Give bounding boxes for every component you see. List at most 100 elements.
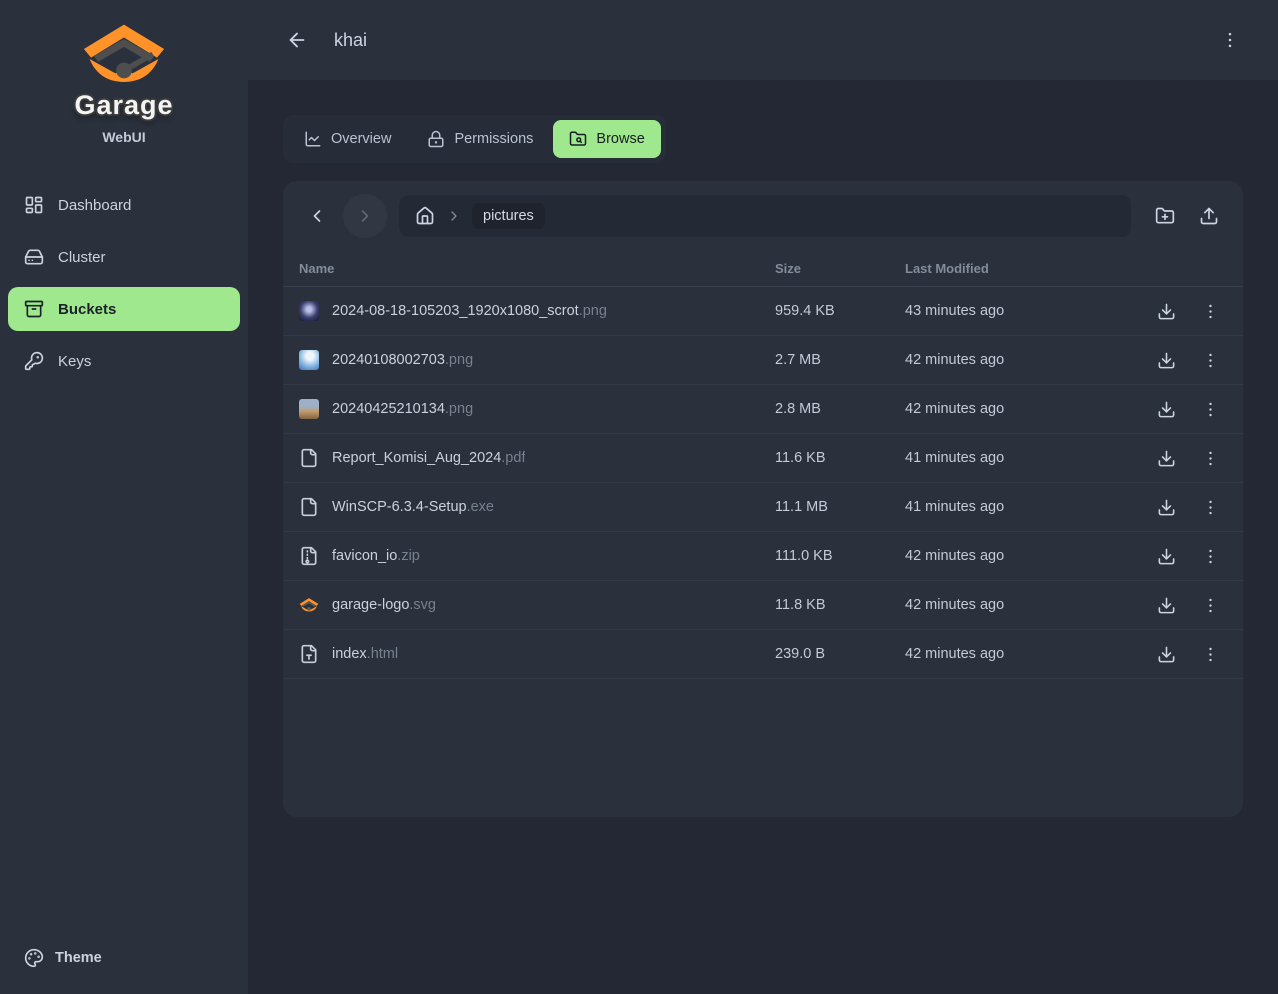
table-row: garage-logo.svg 11.8 KB 42 minutes ago <box>283 581 1243 630</box>
file-link[interactable]: 2024-08-18-105203_1920x1080_scrot.png <box>332 303 607 319</box>
file-name-cell: favicon_io.zip <box>299 546 775 566</box>
row-menu-button[interactable] <box>1193 539 1227 573</box>
theme-label: Theme <box>55 950 102 966</box>
sidebar-item-cluster[interactable]: Cluster <box>8 235 240 279</box>
cluster-icon <box>24 247 44 267</box>
breadcrumb-separator-icon <box>446 208 462 224</box>
nav-back-button[interactable] <box>297 196 337 236</box>
file-link[interactable]: Report_Komisi_Aug_2024.pdf <box>332 450 525 466</box>
file-modified: 42 minutes ago <box>905 352 1005 368</box>
back-button[interactable] <box>282 25 312 55</box>
garage-logo-thumbnail <box>299 595 319 615</box>
download-button[interactable] <box>1149 441 1183 475</box>
file-size: 959.4 KB <box>775 303 835 319</box>
brand-subtitle: WebUI <box>102 129 146 145</box>
file-name-cell: garage-logo.svg <box>299 595 775 615</box>
row-menu-button[interactable] <box>1193 343 1227 377</box>
chart-icon <box>304 130 322 148</box>
file-name: garage-logo <box>332 597 410 613</box>
table-row: 2024-08-18-105203_1920x1080_scrot.png 95… <box>283 287 1243 336</box>
arrow-left-icon <box>286 29 308 51</box>
kebab-icon <box>1201 351 1220 370</box>
file-modified: 42 minutes ago <box>905 548 1005 564</box>
file-ext: .svg <box>409 597 436 613</box>
theme-toggle[interactable]: Theme <box>8 938 240 974</box>
column-header-modified: Last Modified <box>905 260 989 276</box>
row-menu-button[interactable] <box>1193 637 1227 671</box>
file-modified: 42 minutes ago <box>905 597 1005 613</box>
file-ext: .exe <box>466 499 495 515</box>
download-button[interactable] <box>1149 588 1183 622</box>
lock-icon <box>427 130 445 148</box>
upload-button[interactable] <box>1189 196 1229 236</box>
file-size: 11.6 KB <box>775 450 826 466</box>
file-name: 20240425210134 <box>332 401 445 417</box>
download-button[interactable] <box>1149 637 1183 671</box>
file-link[interactable]: 20240425210134.png <box>332 401 473 417</box>
sidebar-item-keys[interactable]: Keys <box>8 339 240 383</box>
dashboard-icon <box>24 195 44 215</box>
file-link[interactable]: index.html <box>332 646 398 662</box>
file-name-cell: 20240108002703.png <box>299 350 775 370</box>
file-link[interactable]: 20240108002703.png <box>332 352 473 368</box>
file-actions <box>1135 539 1227 573</box>
file-browser-card: pictures Name Size Last Modified <box>283 181 1243 817</box>
file-name: WinSCP-6.3.4-Setup <box>332 499 467 515</box>
nav-forward-button[interactable] <box>343 194 387 238</box>
download-button[interactable] <box>1149 539 1183 573</box>
file-name-cell: 2024-08-18-105203_1920x1080_scrot.png <box>299 301 775 321</box>
file-icon <box>299 448 319 468</box>
row-menu-button[interactable] <box>1193 392 1227 426</box>
download-button[interactable] <box>1149 392 1183 426</box>
download-button[interactable] <box>1149 294 1183 328</box>
file-actions <box>1135 441 1227 475</box>
topbar: khai <box>248 0 1278 80</box>
buckets-icon <box>24 299 44 319</box>
download-button[interactable] <box>1149 343 1183 377</box>
file-link[interactable]: garage-logo.svg <box>332 597 436 613</box>
file-ext: .png <box>444 352 474 368</box>
file-actions <box>1135 294 1227 328</box>
column-header-name: Name <box>299 260 335 276</box>
bucket-menu-button[interactable] <box>1212 22 1248 58</box>
upload-icon <box>1199 206 1219 226</box>
tab-overview[interactable]: Overview <box>288 120 407 158</box>
row-menu-button[interactable] <box>1193 490 1227 524</box>
kebab-icon <box>1201 645 1220 664</box>
image-thumbnail <box>299 399 319 419</box>
download-icon <box>1157 351 1176 370</box>
file-table: Name Size Last Modified 2024-08-18-10520… <box>283 250 1243 817</box>
download-button[interactable] <box>1149 490 1183 524</box>
file-name-cell: WinSCP-6.3.4-Setup.exe <box>299 497 775 517</box>
file-actions <box>1135 588 1227 622</box>
file-name-cell: 20240425210134.png <box>299 399 775 419</box>
file-type-icon <box>299 644 319 664</box>
file-actions <box>1135 490 1227 524</box>
row-menu-button[interactable] <box>1193 441 1227 475</box>
file-link[interactable]: WinSCP-6.3.4-Setup.exe <box>332 499 494 515</box>
tab-label: Overview <box>331 131 392 147</box>
file-name: favicon_io <box>332 548 398 564</box>
download-icon <box>1157 400 1176 419</box>
new-folder-button[interactable] <box>1145 196 1185 236</box>
sidebar-item-label: Dashboard <box>58 196 132 214</box>
file-actions <box>1135 392 1227 426</box>
table-row: 20240108002703.png 2.7 MB 42 minutes ago <box>283 336 1243 385</box>
chevron-right-icon <box>355 206 375 226</box>
tab-browse[interactable]: Browse <box>553 120 661 158</box>
row-menu-button[interactable] <box>1193 294 1227 328</box>
file-size: 2.7 MB <box>775 352 821 368</box>
brand: Garage WebUI <box>8 22 240 145</box>
tab-permissions[interactable]: Permissions <box>411 120 549 158</box>
chevron-left-icon <box>307 206 327 226</box>
sidebar-item-dashboard[interactable]: Dashboard <box>8 183 240 227</box>
download-icon <box>1157 596 1176 615</box>
sidebar-item-buckets[interactable]: Buckets <box>8 287 240 331</box>
file-link[interactable]: favicon_io.zip <box>332 548 420 564</box>
breadcrumb-current-folder[interactable]: pictures <box>472 203 545 229</box>
file-table-body: 2024-08-18-105203_1920x1080_scrot.png 95… <box>283 287 1243 679</box>
sidebar-item-label: Buckets <box>58 300 117 318</box>
file-ext: .png <box>578 303 607 319</box>
row-menu-button[interactable] <box>1193 588 1227 622</box>
home-breadcrumb-button[interactable] <box>414 205 436 227</box>
